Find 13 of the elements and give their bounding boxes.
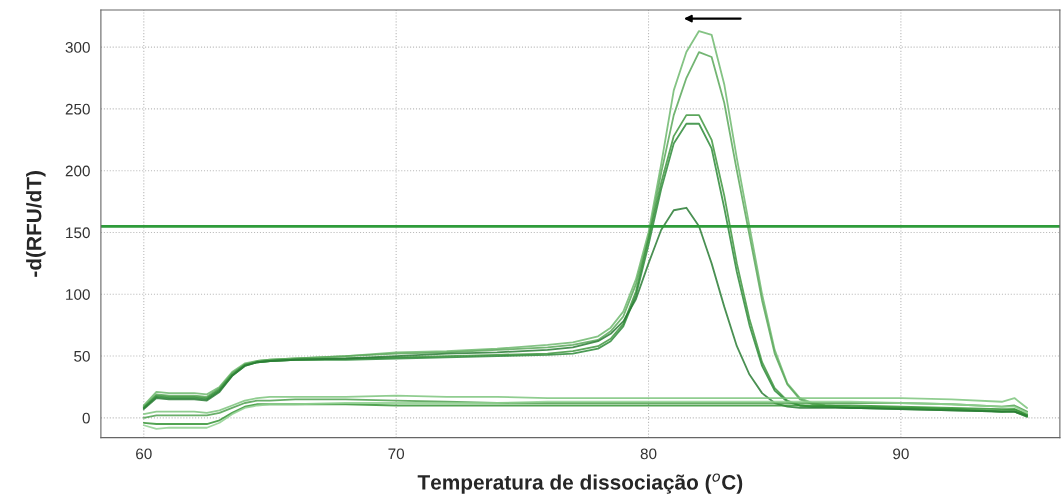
y-axis-title: -d(RFU/dT): [26, 171, 46, 277]
x-tick-label: 90: [893, 448, 909, 460]
y-tick-label: 150: [66, 227, 90, 239]
y-tick-label: 200: [65, 165, 90, 177]
y-tick-label: 0: [82, 412, 90, 424]
x-axis-title: Temperatura de dissociação ($^{o}$C): [417, 473, 743, 494]
x-tick-label: 70: [388, 448, 405, 460]
x-tick-label: 80: [640, 448, 657, 460]
y-tick-label: 300: [65, 42, 90, 53]
y-tick-label: 100: [66, 289, 90, 300]
y-tick-label: 250: [65, 103, 90, 115]
x-tick-label: 60: [136, 448, 152, 460]
y-tick-label: 50: [74, 350, 90, 362]
